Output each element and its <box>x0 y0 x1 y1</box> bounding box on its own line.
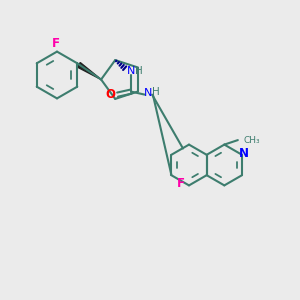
Text: O: O <box>105 88 115 101</box>
Text: F: F <box>52 37 59 50</box>
Polygon shape <box>77 62 101 80</box>
Text: F: F <box>177 177 184 190</box>
Text: N: N <box>144 88 152 98</box>
Text: N: N <box>127 66 135 76</box>
Text: H: H <box>135 66 143 76</box>
Text: N: N <box>238 147 248 160</box>
Text: H: H <box>152 87 160 97</box>
Text: CH₃: CH₃ <box>243 136 260 145</box>
